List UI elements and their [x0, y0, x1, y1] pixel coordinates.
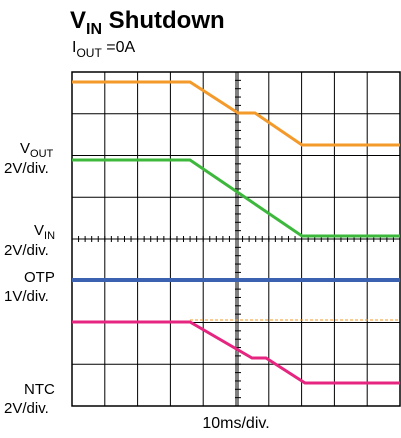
otp-label: OTP: [24, 269, 55, 286]
ntc-trace: [72, 320, 400, 385]
ntc-label: NTC: [24, 381, 55, 398]
center-ticks: [71, 71, 401, 407]
channel-labels: VOUT 2V/div. VIN 2V/div. OTP 1V/div. NTC…: [4, 140, 270, 432]
vout-trace: [72, 80, 400, 147]
vin-label: VIN: [34, 222, 55, 242]
vin-trace: [72, 158, 400, 238]
vin-scale: 2V/div.: [4, 242, 49, 259]
subtitle: IOUT =0A: [72, 39, 135, 60]
timebase: 10ms/div.: [202, 415, 269, 432]
vout-scale: 2V/div.: [4, 160, 49, 177]
otp-scale: 1V/div.: [4, 288, 49, 305]
title: VIN Shutdown: [70, 7, 225, 38]
ntc-scale: 2V/div.: [4, 400, 49, 417]
vout-label: VOUT: [20, 140, 54, 160]
